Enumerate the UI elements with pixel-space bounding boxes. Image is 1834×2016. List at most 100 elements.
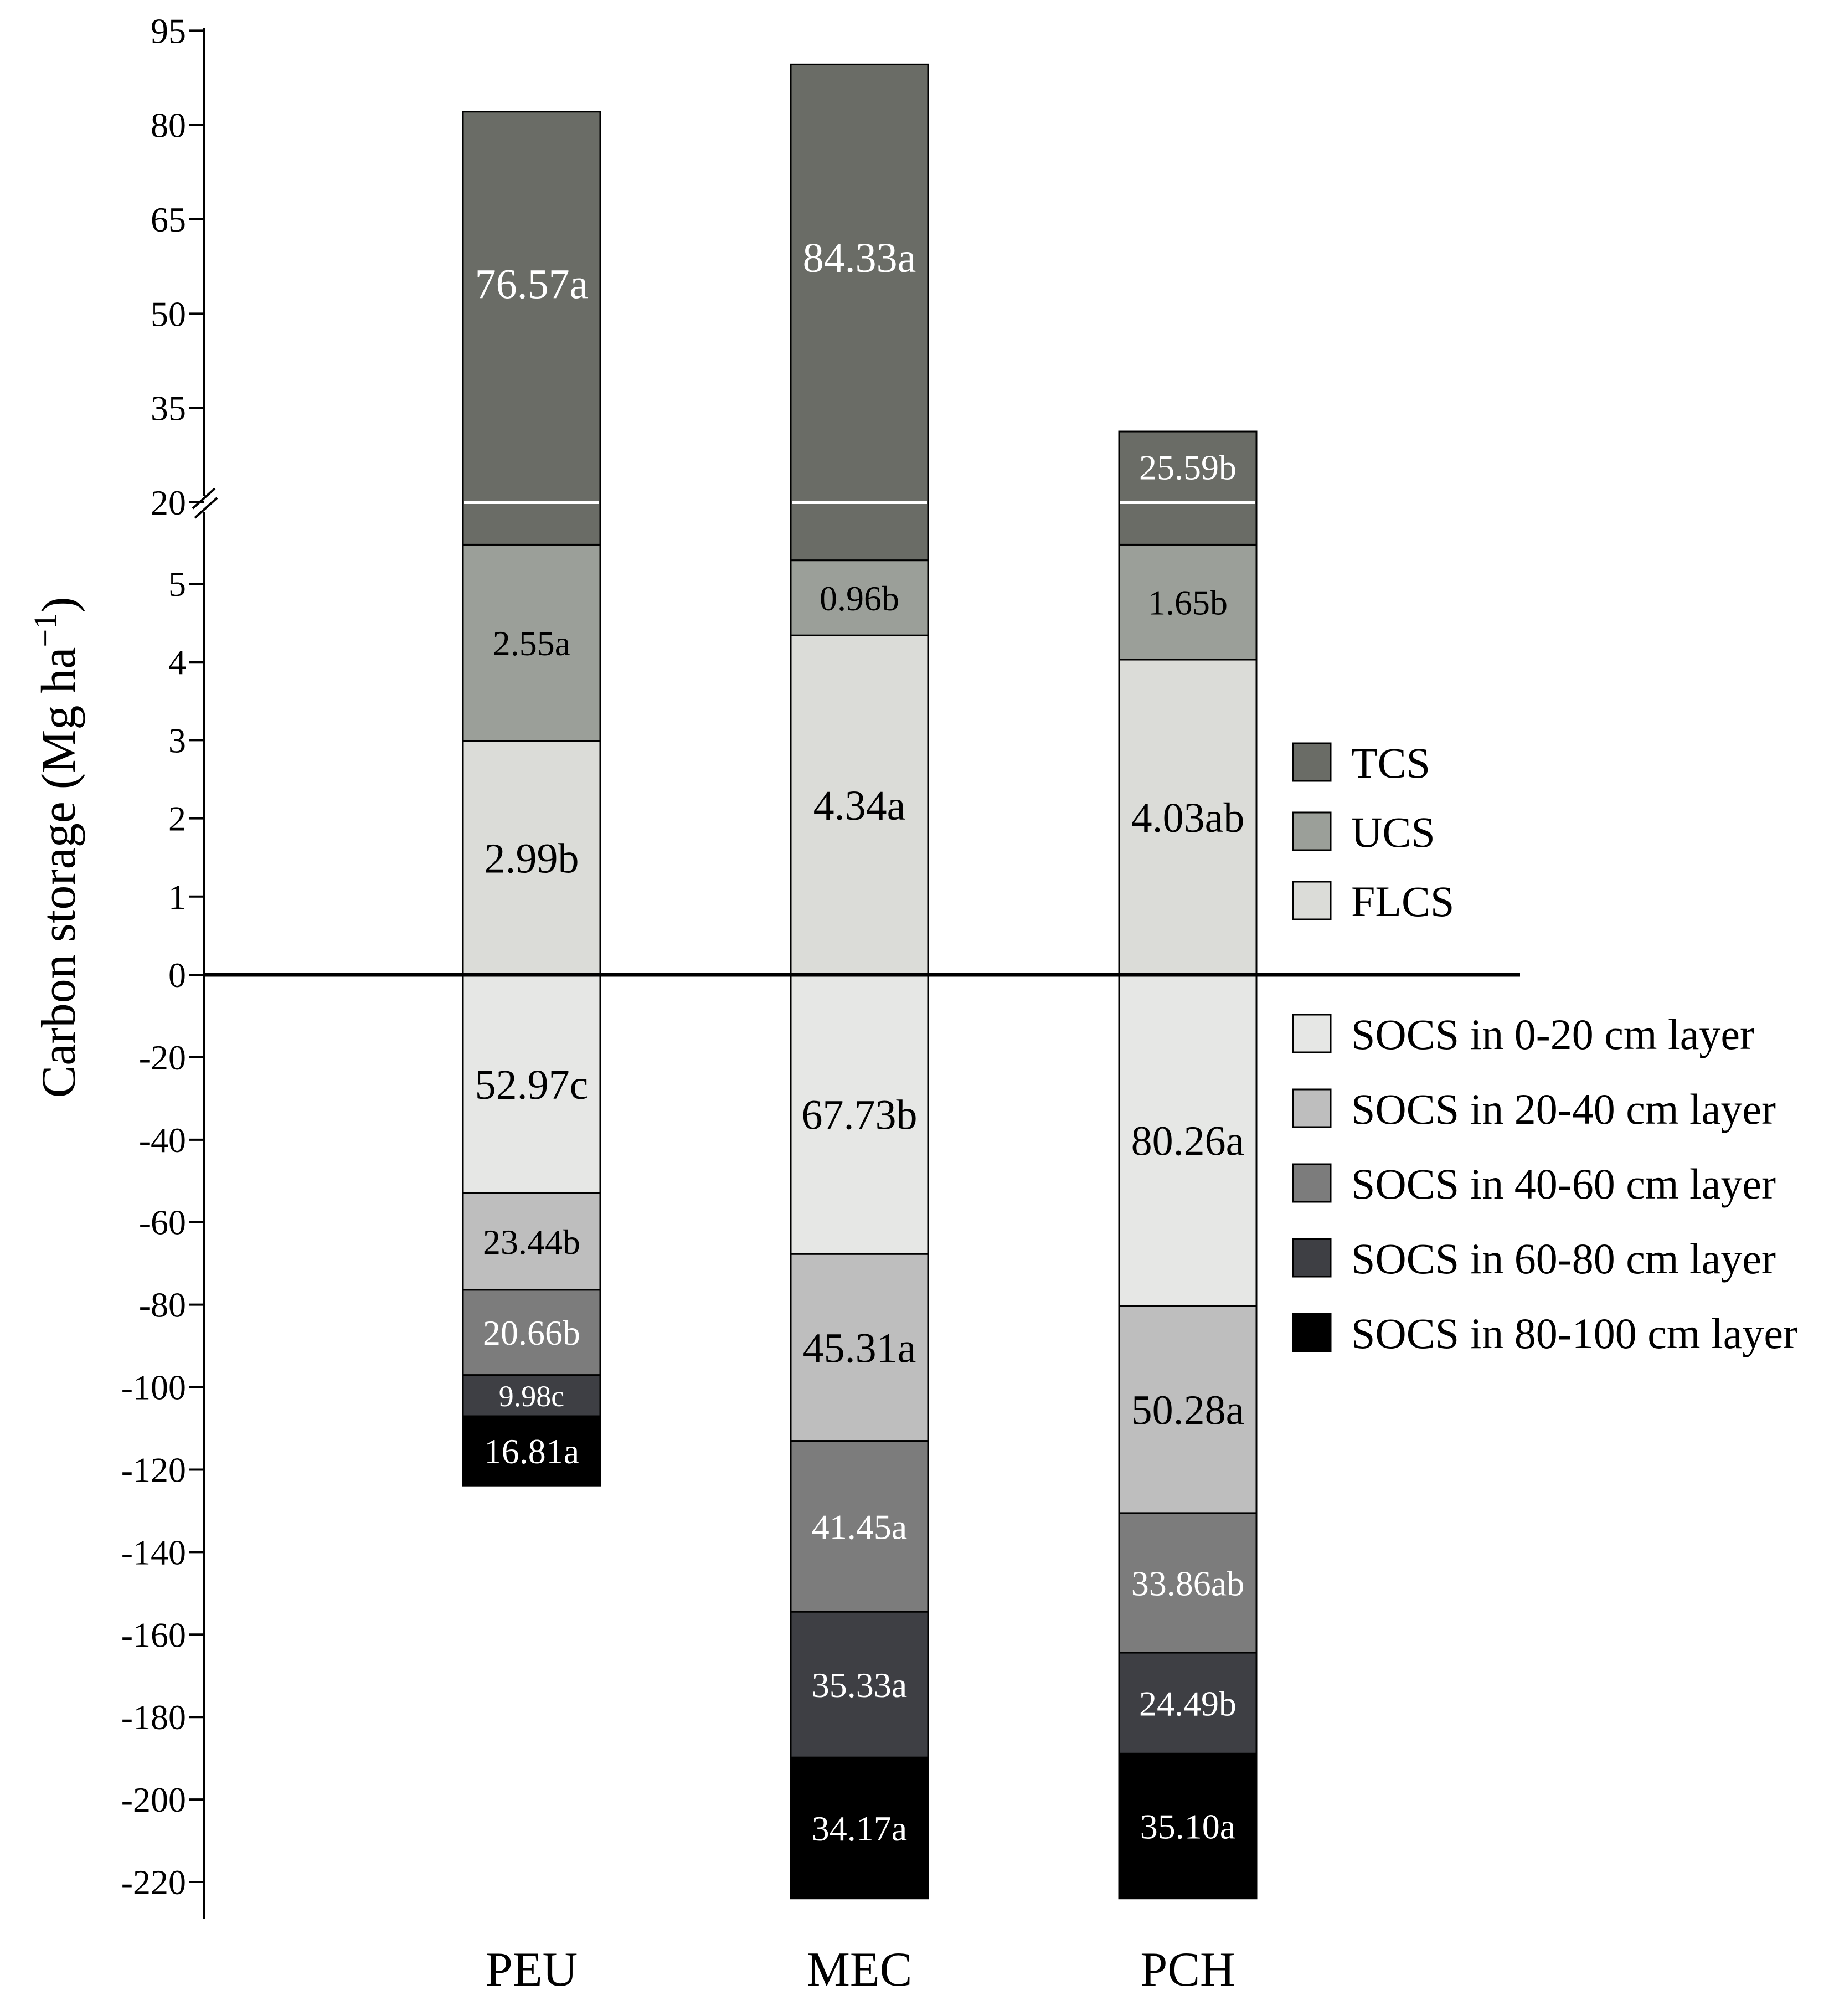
bar-socs-in-80-100-cm-layer-mec xyxy=(790,1756,929,1900)
legend-item-ucs: UCS xyxy=(1292,808,1435,856)
bar-tcs-peu xyxy=(462,111,601,546)
data-label-socs-in-60-80-cm-layer-mec: 35.33a xyxy=(812,1665,907,1705)
bar-stack-pch: 4.03ab 1.65b 25.59b 80.26a 50.28a 33.86ab 24.4… xyxy=(1118,430,1258,1997)
legend-swatch-socs-in-80-100-cm-layer xyxy=(1292,1313,1332,1352)
x-tick-label-peu: PEU xyxy=(486,1943,578,1997)
axis-break-mark-2 xyxy=(194,497,218,519)
y-tick-label-neg120: -120 xyxy=(121,1450,186,1489)
bar-socs-in-40-60-cm-layer-peu xyxy=(462,1289,601,1376)
legend-item-socs-in-60-80-cm-layer: SOCS in 60-80 cm layer xyxy=(1292,1235,1776,1283)
data-label-socs-in-60-80-cm-layer-pch: 24.49b xyxy=(1139,1684,1237,1724)
legend-swatch-socs-in-0-20-cm-layer xyxy=(1292,1014,1332,1053)
bar-ucs-pch xyxy=(1118,543,1258,661)
legend-item-tcs: TCS xyxy=(1292,739,1430,787)
y-tick-label-neg220: -220 xyxy=(121,1863,186,1902)
legend-label-ucs: UCS xyxy=(1351,808,1435,856)
y-tick-label-neg60: -60 xyxy=(139,1203,186,1242)
legend-label-socs-in-0-20-cm-layer: SOCS in 0-20 cm layer xyxy=(1351,1010,1754,1058)
data-label-tcs-mec: 84.33a xyxy=(803,235,916,281)
data-label-socs-in-80-100-cm-layer-peu: 16.81a xyxy=(484,1432,579,1471)
legend-item-socs-in-0-20-cm-layer: SOCS in 0-20 cm layer xyxy=(1292,1010,1754,1058)
data-label-flcs-peu: 2.99b xyxy=(485,836,579,882)
bar-socs-in-80-100-cm-layer-peu xyxy=(462,1415,601,1487)
data-label-socs-in-0-20-cm-layer-mec: 67.73b xyxy=(802,1092,918,1139)
axes-layer: 20 35 50 65 80 95 0 1 2 3 4 5 -20 -40 -60 -80 -100 -120 -1… xyxy=(121,11,1520,1919)
data-label-tcs-peu: 76.57a xyxy=(475,261,589,308)
bar-flcs-peu xyxy=(462,740,601,976)
legend-swatch-ucs xyxy=(1292,811,1332,851)
bar-socs-in-60-80-cm-layer-mec xyxy=(790,1611,929,1758)
bar-socs-in-40-60-cm-layer-mec xyxy=(790,1440,929,1613)
x-tick-label-pch: PCH xyxy=(1140,1943,1235,1997)
bar-flcs-pch xyxy=(1118,659,1258,976)
bar-ucs-mec xyxy=(790,559,929,636)
bars-layer: 2.99b 2.55a 76.57a 52.97c 23.44b 20.66b 9.98c 1… xyxy=(462,63,1258,1997)
legend-label-socs-in-80-100-cm-layer: SOCS in 80-100 cm layer xyxy=(1351,1309,1797,1357)
bar-stack-mec: 4.34a 0.96b 84.33a 67.73b 45.31a 41.45a 35.33a… xyxy=(790,63,929,1997)
y-tick-label-neg100: -100 xyxy=(121,1368,186,1407)
data-label-socs-in-20-40-cm-layer-pch: 50.28a xyxy=(1131,1387,1245,1433)
bar-socs-in-20-40-cm-layer-mec xyxy=(790,1253,929,1442)
legend-label-socs-in-40-60-cm-layer: SOCS in 40-60 cm layer xyxy=(1351,1160,1776,1208)
y-tick-label-neg40: -40 xyxy=(139,1120,186,1160)
data-label-socs-in-20-40-cm-layer-mec: 45.31a xyxy=(803,1325,916,1372)
y-tick-label-65: 65 xyxy=(151,200,186,239)
bar-tcs-pch xyxy=(1118,430,1258,546)
y-tick-label-neg80: -80 xyxy=(139,1285,186,1325)
legend-item-flcs: FLCS xyxy=(1292,877,1454,925)
data-label-flcs-mec: 4.34a xyxy=(813,783,906,829)
bar-socs-in-20-40-cm-layer-peu xyxy=(462,1192,601,1291)
data-label-socs-in-80-100-cm-layer-pch: 35.10a xyxy=(1140,1807,1235,1846)
y-axis-label-unit-sup: −1 xyxy=(27,613,63,647)
data-label-socs-in-80-100-cm-layer-mec: 34.17a xyxy=(812,1809,907,1848)
y-axis-label-text: Carbon storage (Mg ha xyxy=(32,647,86,1098)
y-tick-label-1-low: 1 xyxy=(168,877,186,917)
bar-socs-in-40-60-cm-layer-pch xyxy=(1118,1512,1258,1654)
legend-item-socs-in-20-40-cm-layer: SOCS in 20-40 cm layer xyxy=(1292,1085,1776,1133)
y-tick-label-neg160: -160 xyxy=(121,1615,186,1654)
data-label-flcs-pch: 4.03ab xyxy=(1131,795,1245,841)
y-tick-label-2-low: 2 xyxy=(168,799,186,839)
legend-label-socs-in-20-40-cm-layer: SOCS in 20-40 cm layer xyxy=(1351,1085,1776,1133)
x-tick-label-mec: MEC xyxy=(807,1943,913,1997)
data-label-ucs-peu: 2.55a xyxy=(493,624,570,663)
data-label-ucs-mec: 0.96b xyxy=(820,579,899,618)
y-tick-label-neg140: -140 xyxy=(121,1532,186,1572)
data-label-socs-in-0-20-cm-layer-peu: 52.97c xyxy=(475,1062,589,1108)
y-tick-label-4-low: 4 xyxy=(168,642,186,682)
bar-socs-in-0-20-cm-layer-pch xyxy=(1118,974,1258,1307)
data-label-socs-in-40-60-cm-layer-mec: 41.45a xyxy=(812,1507,907,1546)
bar-stack-peu: 2.99b 2.55a 76.57a 52.97c 23.44b 20.66b 9.98c 1… xyxy=(462,111,601,1997)
bar-socs-in-60-80-cm-layer-pch xyxy=(1118,1652,1258,1755)
legend: TCS UCS FLCS SOCS in 0-20 cm layer SOCS in 2… xyxy=(1292,739,1797,1357)
legend-swatch-socs-in-20-40-cm-layer xyxy=(1292,1088,1332,1128)
data-label-socs-in-40-60-cm-layer-pch: 33.86ab xyxy=(1131,1564,1244,1603)
y-tick-label-neg200: -200 xyxy=(121,1780,186,1819)
axis-break-mark-1 xyxy=(192,487,216,510)
data-label-ucs-pch: 1.65b xyxy=(1148,583,1228,623)
legend-swatch-tcs xyxy=(1292,742,1332,782)
y-tick-label-95: 95 xyxy=(151,11,186,50)
legend-label-tcs: TCS xyxy=(1351,739,1430,787)
y-axis-label: Carbon storage (Mg ha−1) xyxy=(27,597,86,1098)
legend-item-socs-in-40-60-cm-layer: SOCS in 40-60 cm layer xyxy=(1292,1160,1776,1208)
legend-label-socs-in-60-80-cm-layer: SOCS in 60-80 cm layer xyxy=(1351,1235,1776,1283)
data-label-socs-in-0-20-cm-layer-pch: 80.26a xyxy=(1131,1118,1245,1164)
bar-socs-in-60-80-cm-layer-peu xyxy=(462,1374,601,1417)
y-tick-label-20: 20 xyxy=(151,483,186,522)
bar-flcs-mec xyxy=(790,634,929,976)
y-tick-label-80: 80 xyxy=(151,106,186,145)
legend-item-socs-in-80-100-cm-layer: SOCS in 80-100 cm layer xyxy=(1292,1309,1797,1357)
y-tick-label-35: 35 xyxy=(151,389,186,428)
y-axis-label-close: ) xyxy=(32,597,86,613)
legend-label-flcs: FLCS xyxy=(1351,877,1454,925)
y-tick-label-3-low: 3 xyxy=(168,721,186,760)
y-tick-label-0-low: 0 xyxy=(168,955,186,995)
bar-socs-in-80-100-cm-layer-pch xyxy=(1118,1752,1258,1900)
legend-swatch-flcs xyxy=(1292,881,1332,920)
y-tick-label-50: 50 xyxy=(151,294,186,333)
y-tick-label-neg180: -180 xyxy=(121,1698,186,1737)
bar-socs-in-20-40-cm-layer-pch xyxy=(1118,1305,1258,1514)
legend-swatch-socs-in-60-80-cm-layer xyxy=(1292,1238,1332,1278)
